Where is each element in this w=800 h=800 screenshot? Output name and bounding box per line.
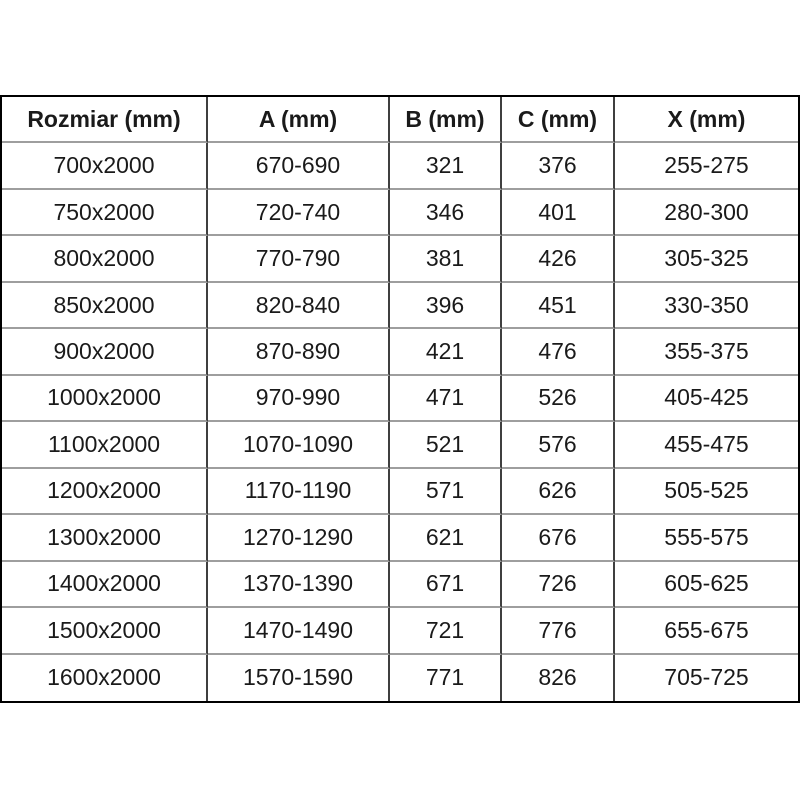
- table-cell: 421: [390, 329, 502, 376]
- table-cell: 1170-1190: [208, 468, 390, 516]
- table-cell: 826: [502, 654, 615, 701]
- table-cell: 321: [390, 143, 502, 190]
- table-cell: 521: [390, 422, 502, 469]
- table-cell: 705-725: [664, 664, 749, 691]
- table-cell: 770-790: [208, 236, 390, 283]
- table-cell: 820-840: [208, 282, 390, 330]
- table-cell: 621: [390, 515, 502, 562]
- table-cell: 330-350: [615, 283, 798, 330]
- table-cell: 800x2000: [2, 236, 208, 283]
- table-cell: 280-300: [615, 190, 798, 237]
- table-cell: 401: [502, 189, 615, 237]
- table-cell: 1570-1590: [208, 654, 390, 701]
- dimensions-table-grid: Rozmiar (mm) A (mm) B (mm) C (mm) X (mm) 700x…: [2, 97, 798, 701]
- table-cell: 750x2000: [2, 189, 208, 237]
- table-cell: 671: [390, 561, 502, 609]
- table-cell: 505-525: [615, 469, 798, 516]
- column-header: B (mm): [390, 97, 502, 144]
- table-cell: 870-890: [208, 329, 390, 376]
- table-cell: 451: [502, 282, 615, 330]
- table-cell: 721: [390, 608, 502, 655]
- column-header: A (mm): [208, 97, 390, 144]
- table-cell: 305-325: [615, 236, 798, 283]
- table-cell: 670-690: [208, 143, 390, 190]
- column-header: Rozmiar (mm): [2, 97, 208, 144]
- table-cell: 626: [502, 468, 615, 516]
- table-cell: 1100x2000: [2, 422, 208, 469]
- table-cell: 605-625: [615, 562, 798, 609]
- table-cell: 1470-1490: [208, 608, 390, 655]
- table-cell: 571: [390, 468, 502, 516]
- table-cell: 700x2000: [2, 143, 208, 190]
- table-cell: 655-675: [615, 608, 798, 655]
- table-cell: 255-275: [615, 143, 798, 190]
- table-cell: 771: [390, 654, 502, 701]
- table-cell: 1000x2000: [2, 375, 208, 423]
- table-cell: 396: [390, 282, 502, 330]
- table-cell: 900x2000: [2, 329, 208, 376]
- dimensions-table: Rozmiar (mm) A (mm) B (mm) C (mm) X (mm) 700x…: [0, 95, 800, 703]
- table-cell: 381: [390, 236, 502, 283]
- table-cell: 1400x2000: [2, 561, 208, 609]
- table-cell: 476: [502, 329, 615, 376]
- table-cell: 776: [502, 608, 615, 655]
- table-cell: 1370-1390: [208, 561, 390, 609]
- table-cell: 576: [502, 422, 615, 469]
- table-cell: 1270-1290: [208, 515, 390, 562]
- table-cell: 555-575: [615, 515, 798, 562]
- table-cell: 1500x2000: [2, 608, 208, 655]
- table-cell: 1200x2000: [2, 468, 208, 516]
- table-cell: 376: [502, 143, 615, 190]
- table-cell: 676: [502, 515, 615, 562]
- table-cell: 1300x2000: [2, 515, 208, 562]
- table-cell: 726: [502, 561, 615, 609]
- table-cell: 526: [502, 375, 615, 423]
- table-cell: 405-425: [615, 376, 798, 423]
- column-header: X (mm): [615, 97, 798, 144]
- table-cell: 850x2000: [2, 282, 208, 330]
- table-cell: 1600x2000: [2, 654, 208, 701]
- table-cell: 970-990: [208, 375, 390, 423]
- table-cell: 426: [502, 236, 615, 283]
- column-header: C (mm): [502, 97, 615, 144]
- table-cell: 1070-1090: [208, 422, 390, 469]
- table-cell: 355-375: [615, 329, 798, 376]
- table-cell: 346: [390, 189, 502, 237]
- table-cell: 455-475: [615, 422, 798, 469]
- table-cell: 720-740: [208, 189, 390, 237]
- table-cell: 471: [390, 375, 502, 423]
